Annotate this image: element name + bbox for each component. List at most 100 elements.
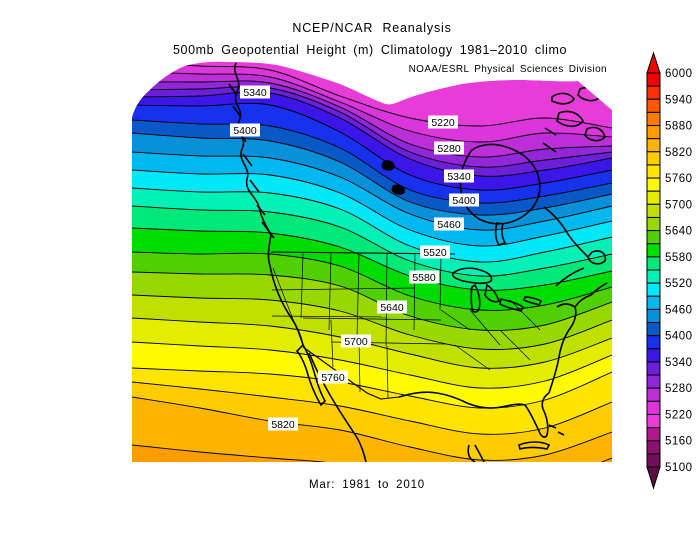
colorbar-segment xyxy=(646,282,661,297)
colorbar-segment xyxy=(646,72,661,87)
contour-line-5760 xyxy=(132,367,612,409)
contour-label-box xyxy=(449,193,479,207)
contour-label: 5520 xyxy=(423,247,447,259)
contour-label: 5760 xyxy=(321,372,345,384)
colorbar-segment xyxy=(646,335,661,350)
contour-label: 5640 xyxy=(380,302,404,314)
colorbar-segment xyxy=(646,348,661,363)
coastline xyxy=(484,283,500,303)
date-range-caption: Mar: 1981 to 2010 xyxy=(309,479,425,491)
state-border xyxy=(439,254,442,311)
colorbar-tick-label: 5340 xyxy=(665,357,693,369)
contour-label-box xyxy=(434,141,464,155)
coastline xyxy=(548,424,565,436)
colorbar-segment xyxy=(646,269,661,284)
colorbar-tick-label: 5220 xyxy=(665,409,693,421)
colorbar-segment xyxy=(646,85,661,100)
contour-line-5550 xyxy=(132,205,612,277)
contour-lines xyxy=(132,61,612,463)
contour-label-box xyxy=(420,245,450,259)
contour-line-5280 xyxy=(132,80,612,158)
coastline xyxy=(398,391,526,409)
colorbar-tick-label: 5580 xyxy=(665,252,693,264)
coastline xyxy=(584,126,606,142)
colorbar-segment xyxy=(646,413,661,429)
colorbar-tick-label: 5160 xyxy=(665,436,693,448)
contour-line-5700 xyxy=(132,317,612,369)
coastline xyxy=(267,234,304,346)
colorbar-segment xyxy=(646,230,661,245)
colorbar-segment xyxy=(646,453,661,468)
colorbar-segment xyxy=(646,440,661,455)
contour-label: 5460 xyxy=(437,219,461,231)
colorbar-segment xyxy=(646,164,661,179)
contour-line-5340 xyxy=(132,91,612,177)
contour-line-5670 xyxy=(132,294,612,350)
state-border xyxy=(386,345,389,399)
contour-line-5580 xyxy=(132,227,612,291)
coastline xyxy=(261,221,275,239)
contour-label-box xyxy=(341,334,371,348)
colorbar-arrow-top xyxy=(646,51,661,74)
state-border xyxy=(272,267,304,346)
colorbar-tick-label: 5940 xyxy=(665,94,693,106)
contour-label-box xyxy=(230,123,260,137)
contour-line-5520 xyxy=(132,187,612,263)
colorbar-segment xyxy=(646,387,661,402)
contour-line-5640 xyxy=(132,271,612,331)
contour-label-box xyxy=(444,169,474,183)
contour-line-5430 xyxy=(132,132,612,216)
contour-label: 5400 xyxy=(233,125,257,137)
contour-label: 5280 xyxy=(437,143,461,155)
coastline xyxy=(556,110,584,128)
contour-line-5490 xyxy=(132,169,612,247)
colorbar-segment xyxy=(646,427,661,442)
credit-line: NOAA/ESRL Physical Sciences Division xyxy=(408,64,607,75)
colorbar-tick-label: 5520 xyxy=(665,278,693,290)
colorbar-segment xyxy=(646,177,661,192)
colorbar-tick-label: 5460 xyxy=(665,304,693,316)
colorbar-segment xyxy=(646,111,661,127)
coastline xyxy=(587,250,607,265)
page-title: NCEP/NCAR Reanalysis xyxy=(292,21,452,35)
colorbar-segment xyxy=(646,151,661,166)
state-border xyxy=(328,252,332,331)
coastline xyxy=(494,222,507,246)
coastline xyxy=(518,441,551,450)
colorbar-tick-label: 5760 xyxy=(665,173,693,185)
contour-label: 5820 xyxy=(271,419,295,431)
state-border xyxy=(271,287,416,291)
contour-label-box xyxy=(318,370,348,384)
colorbar-tick-label: 5640 xyxy=(665,226,693,238)
colorbar-segment xyxy=(646,322,661,337)
contour-bands xyxy=(132,62,612,463)
coastline xyxy=(524,392,550,438)
lake xyxy=(381,160,395,171)
state-border xyxy=(271,315,388,318)
lake xyxy=(391,184,405,195)
colorbar-segment xyxy=(646,243,661,258)
colorbar-segment xyxy=(646,125,661,140)
contour-label: 5340 xyxy=(243,87,267,99)
contour-label: 5220 xyxy=(431,117,455,129)
coastline xyxy=(523,296,543,306)
colorbar-segment xyxy=(646,295,661,310)
state-border xyxy=(356,253,360,339)
coastline xyxy=(451,267,493,285)
colorbar-tick-label: 5820 xyxy=(665,147,693,159)
colorbar-tick-label: 5880 xyxy=(665,121,693,133)
state-border xyxy=(300,252,304,319)
colorbar-tick-label: 5400 xyxy=(665,331,693,343)
colorbar: 6000 5940 5880 5820 5760 5700 5640 5580 5520 5460… xyxy=(646,51,693,490)
colorbar-segment xyxy=(646,400,661,415)
colorbar-tick-label: 6000 xyxy=(665,68,693,80)
contour-line-5250 xyxy=(132,71,612,143)
coastline xyxy=(548,294,592,394)
contour-line-5460 xyxy=(132,151,612,231)
contour-line-5850 xyxy=(132,444,612,463)
contour-label: 5340 xyxy=(447,171,471,183)
contour-labels: 5340 5400 5220 5280 5340 5400 5460 5520 5580 5640… xyxy=(230,85,479,431)
colorbar-segment xyxy=(646,308,661,324)
